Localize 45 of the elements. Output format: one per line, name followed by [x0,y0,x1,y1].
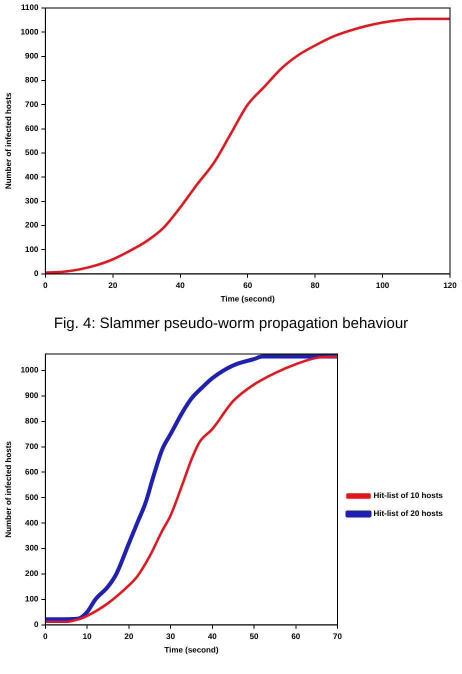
y-tick-label: 800 [25,416,39,426]
y-tick-label: 300 [25,196,39,206]
y-tick-label: 600 [25,467,39,476]
y-tick-label: 700 [25,100,39,109]
y-tick-label: 200 [25,569,39,578]
x-tick-label: 100 [376,280,390,290]
y-tick-label: 1000 [20,366,39,375]
y-tick-label: 100 [25,594,39,604]
y-tick-label: 400 [25,518,39,528]
caption: Fig. 4: Slammer pseudo-worm propagation behaviour [52,315,410,332]
x-tick-label: 60 [243,280,253,290]
x-tick-label: 30 [166,632,176,641]
x-tick-label: 60 [291,632,301,641]
x-axis-title: Time (second) [220,294,276,304]
x-tick-label: 70 [333,632,342,641]
y-axis-title: Number of infected hosts [4,92,14,190]
x-tick-label: 10 [82,632,92,641]
x-axis-title: Time (second) [164,645,219,654]
y-tick-label: 500 [25,148,39,158]
y-tick-label: 400 [25,172,39,182]
y-tick-label: 600 [25,124,39,134]
x-tick-label: 20 [108,280,118,290]
x-tick-label: 50 [250,632,260,641]
y-tick-label: 200 [25,220,39,230]
y-tick-label: 1100 [21,3,39,12]
y-tick-label: 100 [25,244,39,254]
x-tick-label: 40 [176,280,186,290]
y-tick-label: 700 [25,442,39,452]
x-tick-label: 0 [43,280,48,290]
x-tick-label: 120 [443,280,458,290]
y-tick-label: 0 [34,620,39,630]
x-tick-label: 40 [208,632,218,641]
y-tick-label: 300 [25,544,39,553]
legend-label: Hit-list of 20 hosts [374,509,444,518]
x-tick-label: 80 [310,280,320,290]
y-tick-label: 0 [34,269,39,278]
legend-label: Hit-list of 10 hosts [374,491,444,500]
x-tick-label: 0 [43,632,48,641]
y-tick-label: 800 [25,76,39,85]
y-tick-label: 500 [25,492,39,502]
y-axis-title: Number of infected hosts [4,440,14,538]
y-tick-label: 1000 [20,27,39,36]
y-tick-label: 900 [25,391,39,400]
y-tick-label: 900 [25,52,39,61]
x-tick-label: 20 [124,632,134,641]
